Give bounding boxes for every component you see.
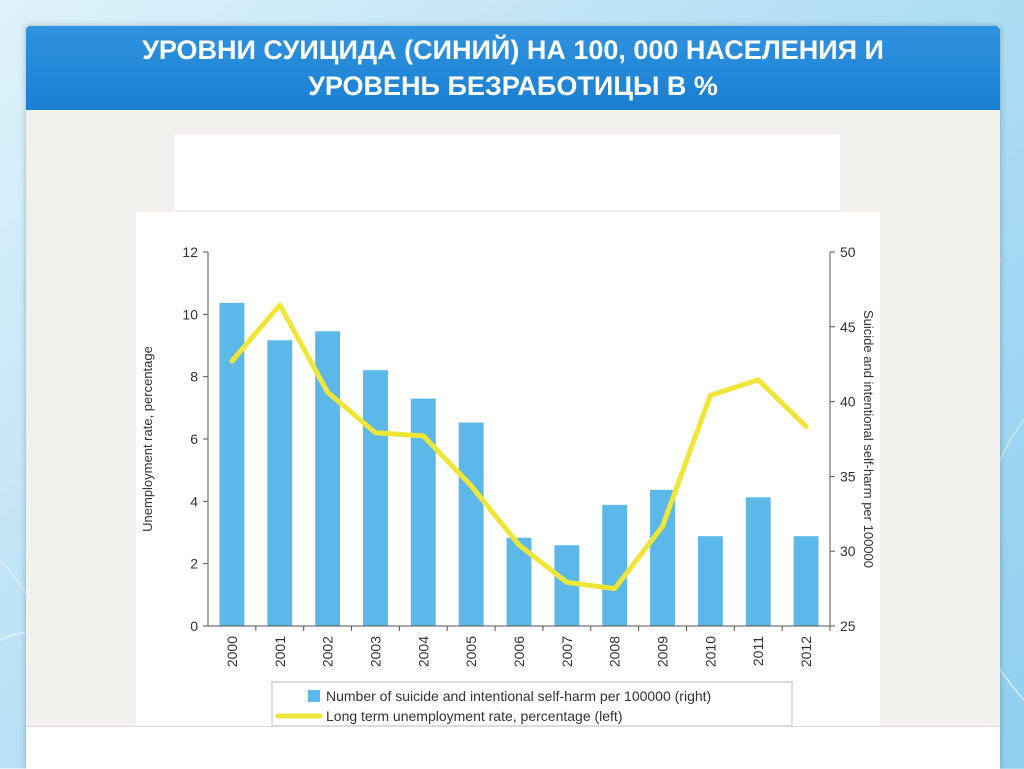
x-tick-label: 2000 (224, 636, 240, 667)
bottom-strip (26, 726, 1000, 769)
bar-2004 (411, 399, 436, 626)
left-tick-label: 10 (182, 306, 198, 322)
legend-line-label: Long term unemployment rate, percentage … (326, 708, 623, 724)
x-tick-label: 2001 (272, 636, 288, 667)
bar-2005 (459, 423, 484, 626)
left-tick-label: 8 (190, 369, 198, 385)
x-tick-label: 2004 (415, 636, 431, 667)
legend-bar-swatch (308, 690, 320, 702)
x-tick-label: 2003 (367, 636, 383, 667)
x-tick-label: 2007 (559, 636, 575, 667)
right-tick-label: 45 (840, 319, 856, 335)
left-tick-label: 12 (182, 244, 198, 260)
right-tick-label: 25 (840, 618, 856, 634)
title-bar: УРОВНИ СУИЦИДА (СИНИЙ) НА 100, 000 НАСЕЛ… (26, 26, 1000, 110)
bar-2012 (794, 536, 819, 626)
x-tick-label: 2012 (798, 636, 814, 667)
left-tick-label: 4 (190, 493, 198, 509)
slide: УРОВНИ СУИЦИДА (СИНИЙ) НА 100, 000 НАСЕЛ… (26, 26, 1000, 768)
combo-chart: 0 2 4 6 8 10 12 25 30 35 40 45 50 2000 2001 2002 2003 200… (136, 212, 880, 736)
right-tick-label: 50 (840, 244, 856, 260)
bar-2010 (698, 536, 723, 626)
bar-2008 (602, 505, 627, 626)
left-tick-label: 0 (190, 618, 198, 634)
bar-2011 (746, 497, 771, 626)
x-tick-label: 2008 (607, 636, 623, 667)
left-tick-label: 2 (190, 556, 198, 572)
x-tick-label: 2011 (750, 636, 766, 666)
x-tick-label: 2002 (320, 636, 336, 667)
right-tick-label: 35 (840, 468, 856, 484)
left-axis-title: Unemployment rate, percentage (140, 346, 155, 532)
right-tick-label: 30 (840, 543, 856, 559)
right-tick-label: 40 (840, 394, 856, 410)
legend-bar-label: Number of suicide and intentional self-h… (326, 688, 711, 704)
x-tick-label: 2010 (702, 636, 718, 667)
chart-panel: 0 2 4 6 8 10 12 25 30 35 40 45 50 2000 2001 2002 2003 200… (136, 212, 880, 736)
bar-2009 (650, 490, 675, 626)
left-tick-label: 6 (190, 431, 198, 447)
bar-2003 (363, 370, 388, 626)
right-axis-title: Suicide and intentional self-harm per 10… (861, 310, 876, 568)
x-tick-label: 2006 (511, 636, 527, 667)
x-tick-label: 2005 (463, 636, 479, 667)
slide-title: УРОВНИ СУИЦИДА (СИНИЙ) НА 100, 000 НАСЕЛ… (73, 32, 953, 104)
blank-caption-box (174, 134, 840, 210)
x-tick-label: 2009 (655, 636, 671, 667)
bar-2001 (267, 340, 292, 626)
